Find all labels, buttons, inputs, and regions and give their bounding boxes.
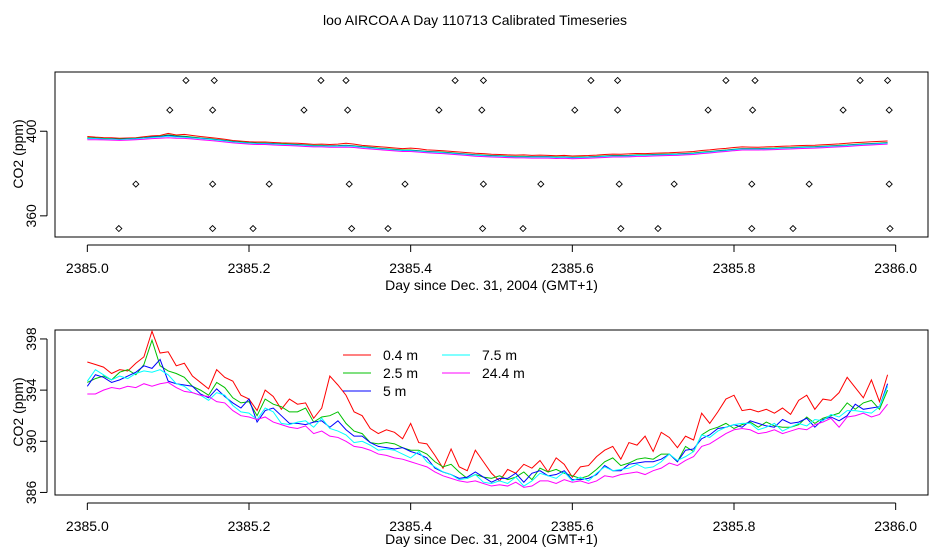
legend-label: 0.4 m [383, 347, 418, 363]
status-marker [317, 76, 325, 85]
chart-panel-2: 2385.0 2385.2 2385.4 2385.6 2385.8 2386.0 Day … [10, 327, 929, 547]
status-marker [613, 106, 622, 114]
status-marker [132, 180, 140, 188]
status-marker [883, 76, 892, 85]
status-marker [343, 106, 352, 114]
x-tick-label: 2386.0 [874, 260, 917, 276]
status-marker [182, 76, 190, 85]
series-line-0-4-m [87, 329, 889, 482]
x-tick-label: 2385.4 [389, 260, 432, 276]
y-axis-title: CO2 (ppm) [10, 377, 26, 446]
x-tick-label: 2386.0 [874, 518, 917, 534]
status-marker [748, 180, 756, 188]
x-tick-label: 2385.2 [228, 518, 271, 534]
plot-frame [54, 329, 929, 496]
status-marker [401, 180, 409, 188]
status-marker [751, 76, 759, 85]
legend: 0.4 m 2.5 m 5 m 7.5 m 24.4 m [343, 347, 525, 399]
status-marker [208, 106, 217, 114]
status-marker [615, 180, 623, 188]
status-marker [571, 106, 579, 114]
series-line-2-5-m [87, 338, 889, 481]
status-marker [748, 106, 757, 114]
status-marker [654, 224, 662, 233]
legend-label: 2.5 m [383, 365, 418, 381]
status-marker [115, 224, 123, 233]
x-tick-label: 2385.0 [66, 518, 109, 534]
x-tick-label: 2385.0 [66, 260, 109, 276]
y-axis-title: CO2 (ppm) [10, 119, 26, 188]
x-tick-label: 2385.6 [551, 518, 594, 534]
series-line-5 [87, 137, 888, 160]
status-marker [856, 76, 864, 85]
status-marker [537, 180, 545, 188]
series-line-7-5-m [86, 368, 889, 487]
status-marker [805, 180, 813, 188]
x-tick-label: 2385.6 [551, 260, 594, 276]
status-marker [265, 180, 273, 188]
status-marker [748, 224, 756, 233]
y-tick-label: 398 [23, 327, 39, 351]
y-tick-label: 360 [23, 204, 39, 228]
y-tick-label: 390 [23, 429, 39, 453]
status-marker [342, 76, 350, 85]
status-marker [249, 224, 257, 233]
status-marker [613, 76, 622, 85]
status-marker [300, 106, 308, 114]
status-marker [208, 180, 217, 188]
status-marker [839, 106, 847, 114]
series-line-1 [87, 132, 888, 157]
legend-label: 24.4 m [482, 365, 525, 381]
legend-label: 7.5 m [482, 347, 517, 363]
status-marker [478, 224, 487, 233]
status-marker [345, 180, 353, 188]
status-marker [704, 106, 712, 114]
x-tick-label: 2385.8 [713, 260, 756, 276]
status-marker [885, 106, 893, 114]
x-tick-label: 2385.2 [228, 260, 271, 276]
status-marker [208, 224, 217, 233]
y-tick-label: 386 [23, 481, 39, 505]
chart-panel-1: 2385.0 2385.2 2385.4 2385.6 2385.8 2386.0 Day … [10, 71, 929, 293]
status-marker [885, 180, 893, 188]
status-marker [384, 224, 392, 233]
plot-frame [54, 71, 929, 238]
status-marker [210, 76, 218, 85]
y-tick-label: 400 [23, 119, 39, 143]
status-marker [789, 224, 797, 233]
x-axis-title: Day since Dec. 31, 2004 (GMT+1) [385, 531, 598, 547]
status-marker [670, 180, 678, 188]
status-marker [519, 224, 527, 233]
status-marker [617, 224, 625, 233]
status-marker [479, 76, 488, 85]
legend-label: 5 m [383, 383, 406, 399]
figure-title: loo AIRCOA A Day 110713 Calibrated Times… [323, 12, 627, 28]
status-marker [587, 76, 595, 85]
status-marker [886, 224, 894, 233]
x-axis-title: Day since Dec. 31, 2004 (GMT+1) [385, 277, 598, 293]
status-marker [435, 106, 443, 114]
status-marker [451, 76, 459, 85]
series-line-5-m [86, 358, 889, 483]
status-marker [479, 180, 488, 188]
y-tick-label: 394 [23, 378, 39, 402]
x-tick-label: 2385.4 [389, 518, 432, 534]
x-tick-label: 2385.8 [713, 518, 756, 534]
series-line-4 [87, 135, 888, 159]
series-line-24-4-m [87, 381, 888, 488]
status-marker [348, 224, 356, 233]
status-marker [478, 106, 486, 114]
status-marker [722, 76, 730, 85]
status-marker [166, 106, 174, 114]
